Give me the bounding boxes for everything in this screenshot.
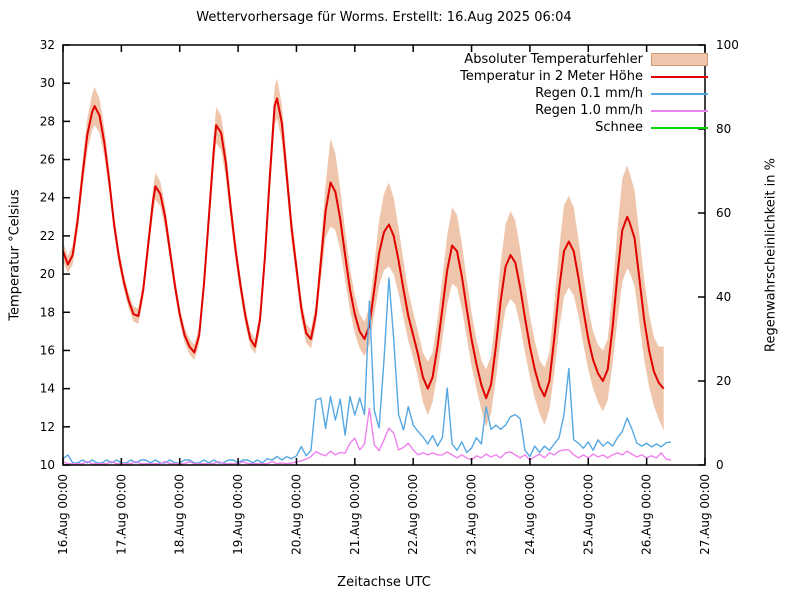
x-tick-label: 16.Aug 00:00 <box>56 474 70 555</box>
left-tick-label: 28 <box>40 114 55 128</box>
left-tick-label: 24 <box>40 191 55 205</box>
right-tick-label: 20 <box>716 374 731 388</box>
legend-item: Absoluter Temperaturfehler <box>460 51 708 68</box>
legend-label: Temperatur in 2 Meter Höhe <box>460 69 643 84</box>
left-tick-label: 18 <box>40 305 55 319</box>
rain-01-line <box>62 277 672 464</box>
x-tick-label: 18.Aug 00:00 <box>173 474 187 555</box>
left-tick-label: 30 <box>40 76 55 90</box>
right-tick-label: 0 <box>716 458 724 472</box>
right-tick-label: 60 <box>716 206 731 220</box>
left-tick-label: 10 <box>40 458 55 472</box>
plot-border <box>62 44 706 466</box>
left-tick-label: 12 <box>40 420 55 434</box>
x-tick-label: 19.Aug 00:00 <box>231 474 245 555</box>
temperature-line <box>62 97 665 400</box>
chart-title: Wettervorhersage für Worms. Erstellt: 16… <box>196 10 572 25</box>
left-tick-label: 14 <box>40 382 55 396</box>
legend-swatch-line <box>651 126 708 129</box>
x-tick-label: 20.Aug 00:00 <box>289 474 303 555</box>
rain-10-line <box>62 407 672 465</box>
x-tick-label: 22.Aug 00:00 <box>406 474 420 555</box>
x-tick-label: 23.Aug 00:00 <box>465 474 479 555</box>
left-tick-label: 16 <box>40 343 55 357</box>
legend-swatch-line <box>651 92 708 95</box>
right-tick-label: 100 <box>716 38 739 52</box>
x-tick-label: 26.Aug 00:00 <box>640 474 654 555</box>
legend-item: Temperatur in 2 Meter Höhe <box>460 68 708 85</box>
left-tick-label: 20 <box>40 267 55 281</box>
legend-item: Regen 1.0 mm/h <box>460 102 708 119</box>
left-tick-label: 32 <box>40 38 55 52</box>
legend-label: Absoluter Temperaturfehler <box>464 52 643 67</box>
right-axis-label: Regenwahrscheinlichkeit in % <box>763 158 779 352</box>
left-axis-label: Temperatur °Celsius <box>7 189 23 321</box>
right-tick-label: 40 <box>716 290 731 304</box>
legend-swatch-line <box>651 109 708 112</box>
legend-item: Regen 0.1 mm/h <box>460 85 708 102</box>
left-tick-label: 22 <box>40 229 55 243</box>
left-tick-label: 26 <box>40 153 55 167</box>
legend: Absoluter Temperaturfehler Temperatur in … <box>460 51 708 136</box>
legend-label: Regen 0.1 mm/h <box>535 86 643 101</box>
legend-item: Schnee <box>460 119 708 136</box>
x-axis-label: Zeitachse UTC <box>337 575 431 590</box>
legend-label: Schnee <box>595 120 643 135</box>
legend-swatch-band <box>651 53 708 66</box>
x-tick-label: 27.Aug 00:00 <box>698 474 712 555</box>
x-tick-label: 25.Aug 00:00 <box>581 474 595 555</box>
right-tick-label: 80 <box>716 122 731 136</box>
x-tick-label: 17.Aug 00:00 <box>114 474 128 555</box>
legend-label: Regen 1.0 mm/h <box>535 103 643 118</box>
x-tick-label: 21.Aug 00:00 <box>348 474 362 555</box>
legend-swatch-line <box>651 75 708 78</box>
x-tick-label: 24.Aug 00:00 <box>523 474 537 555</box>
